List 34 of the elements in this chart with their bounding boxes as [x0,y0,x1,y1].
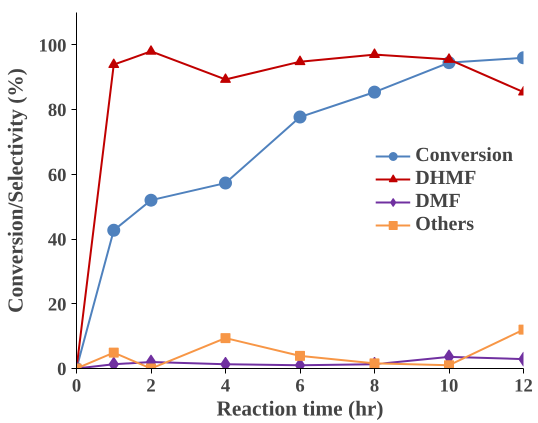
y-axis-title: Conversion/Selectivity (%) [4,68,28,313]
point [108,58,120,68]
legend-label: Others [415,213,474,236]
y-tick-label: 100 [38,35,66,56]
point [219,176,232,190]
y-tick-label: 20 [48,294,66,316]
legend-label: DHMF [415,167,476,190]
point [369,48,380,58]
point [444,360,454,368]
y-tick-label: 0 [57,359,66,380]
point [444,53,454,63]
x-tick-label: 2 [146,376,156,396]
legend-label: Conversion [415,144,513,167]
y-tick-label: 80 [48,100,66,122]
point [368,86,381,99]
x-tick-label: 8 [370,376,380,396]
point [220,333,230,344]
point [294,55,306,66]
point [108,348,119,358]
point [144,194,158,207]
point [294,110,306,124]
point [107,224,120,237]
x-tick-label: 12 [514,376,533,396]
point [146,45,156,55]
x-axis-title: Reaction time (hr) [216,396,384,420]
x-tick-label: 0 [72,376,82,396]
legend-label: DMF [415,190,461,213]
x-tick-label: 4 [220,376,230,396]
x-tick-label: 10 [440,376,458,396]
y-tick-label: 40 [48,230,66,251]
point [220,73,231,83]
point [295,350,305,361]
x-tick-label: 6 [295,376,305,396]
y-tick-label: 60 [48,164,66,186]
